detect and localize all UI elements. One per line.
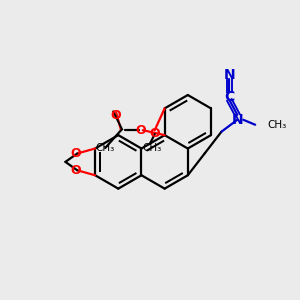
Text: C: C bbox=[224, 90, 235, 104]
Text: O: O bbox=[70, 164, 81, 177]
Text: CH₃: CH₃ bbox=[267, 120, 286, 130]
Text: CH₃: CH₃ bbox=[142, 143, 161, 153]
Text: O: O bbox=[136, 124, 146, 137]
Text: CH₃: CH₃ bbox=[96, 143, 115, 153]
Text: N: N bbox=[224, 68, 235, 82]
Text: O: O bbox=[111, 109, 122, 122]
Text: N: N bbox=[232, 113, 243, 127]
Text: O: O bbox=[149, 127, 160, 140]
Text: O: O bbox=[70, 147, 81, 160]
